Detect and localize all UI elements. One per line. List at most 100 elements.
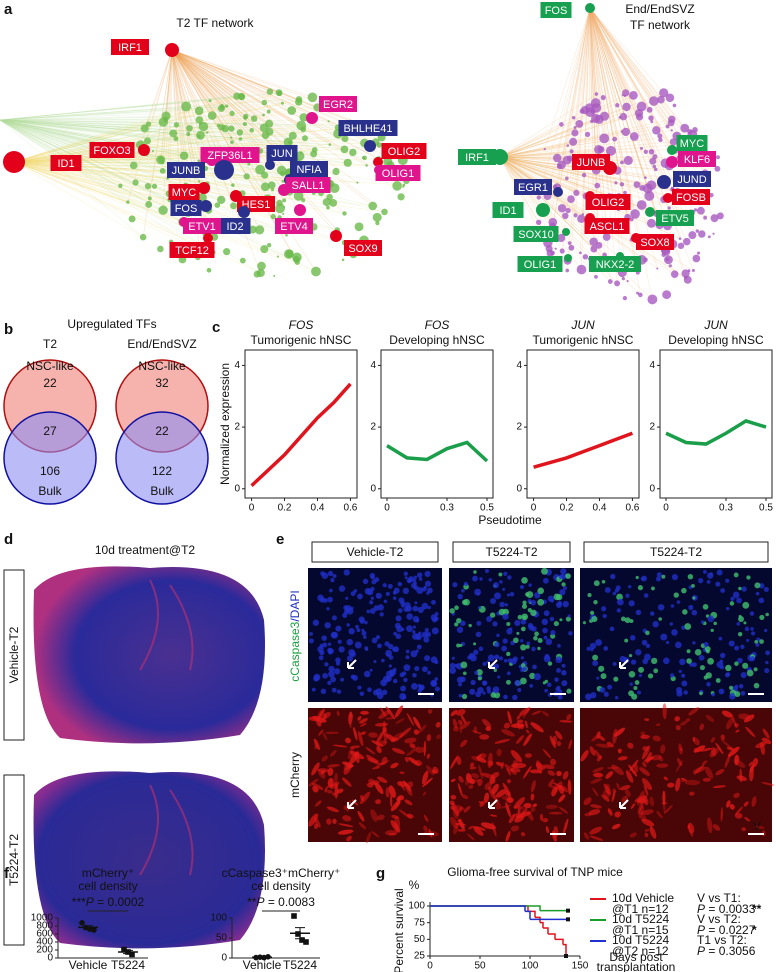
micrograph-texture <box>638 666 644 673</box>
network-node <box>612 136 618 142</box>
y-axis-label: Normalized expression <box>218 363 232 485</box>
data-point <box>121 946 127 953</box>
micrograph-texture <box>706 572 714 579</box>
network-node <box>223 248 231 256</box>
micrograph-texture <box>730 596 735 601</box>
micrograph-texture <box>504 603 509 607</box>
network-edge <box>0 119 269 201</box>
network-node <box>652 126 661 135</box>
micrograph-texture <box>541 567 548 575</box>
micrograph-texture <box>624 638 629 643</box>
micrograph-texture <box>611 823 621 830</box>
micrograph-texture <box>463 598 470 606</box>
micrograph-texture <box>641 815 647 822</box>
network-node <box>326 205 330 210</box>
micrograph-texture <box>549 616 555 622</box>
micrograph-texture <box>530 609 537 617</box>
micrograph-texture <box>367 757 379 763</box>
tf-node <box>214 160 234 180</box>
tf-label-box <box>167 162 205 178</box>
network-node <box>569 137 578 146</box>
network-node <box>247 162 251 166</box>
micrograph-texture <box>407 579 411 583</box>
network-node <box>584 131 591 138</box>
tf-label-box <box>168 184 200 200</box>
network-edge <box>0 119 183 223</box>
data-point <box>79 920 85 926</box>
network-edge <box>0 119 249 149</box>
network-node <box>293 190 304 201</box>
micrograph-texture <box>642 778 652 791</box>
network-title: End/EndSVZ <box>625 2 694 16</box>
network-edge <box>547 7 591 197</box>
micrograph-texture <box>532 664 537 670</box>
x-tick-label: Vehicle <box>243 958 282 972</box>
network-node <box>283 137 293 147</box>
micrograph-texture <box>477 606 481 610</box>
micrograph-texture <box>388 833 397 836</box>
micrograph-texture <box>686 649 691 654</box>
micrograph-texture <box>451 656 455 660</box>
network-edge <box>13 161 298 263</box>
network-edge <box>171 49 358 183</box>
tf-node <box>562 228 570 236</box>
p-text: = 0.0083 <box>264 895 315 909</box>
micrograph-texture <box>323 711 331 719</box>
micrograph-texture <box>633 763 639 773</box>
network-edge <box>0 119 391 166</box>
network-edge <box>589 7 599 150</box>
micrograph-texture <box>375 799 382 805</box>
network-node <box>594 274 598 279</box>
network-edge <box>0 119 367 166</box>
network-edge <box>13 118 255 163</box>
micrograph-texture <box>399 771 405 775</box>
y-tick-label: 2 <box>370 422 376 433</box>
micrograph-texture <box>758 597 765 604</box>
micrograph-texture <box>595 743 611 748</box>
micrograph-texture <box>472 575 478 582</box>
network-node <box>151 183 158 189</box>
network-node <box>668 115 676 124</box>
tf-label: SOX8 <box>640 237 669 249</box>
network-node <box>173 122 180 128</box>
micrograph-texture <box>468 623 472 628</box>
panel-title: Upregulated TFs <box>67 317 156 331</box>
micrograph-texture <box>495 789 507 798</box>
micrograph-texture <box>545 826 549 834</box>
x-tick-label: 150 <box>572 961 589 972</box>
network-edge <box>499 118 672 158</box>
micrograph-texture <box>665 640 670 645</box>
network-edge <box>162 49 173 171</box>
micrograph-texture <box>547 595 554 602</box>
network-edge <box>13 119 166 163</box>
network-edge <box>171 49 277 157</box>
micrograph-texture <box>598 665 605 672</box>
network-node <box>658 137 663 143</box>
micrograph-texture <box>510 749 523 763</box>
micrograph-texture <box>457 719 463 725</box>
micrograph-texture <box>473 826 484 836</box>
micrograph-texture <box>706 580 711 584</box>
y-tick-label: 800 <box>36 921 53 932</box>
micrograph-texture <box>322 732 328 741</box>
network-edge <box>13 100 211 163</box>
network-node <box>599 133 610 144</box>
micrograph-texture <box>699 665 705 671</box>
network-node <box>696 206 705 215</box>
network-node <box>582 254 589 260</box>
network-edge <box>171 49 318 108</box>
p-symbol: P <box>256 895 264 909</box>
tf-label-box <box>375 165 421 181</box>
network-edge <box>171 49 367 166</box>
network-edge <box>538 7 591 198</box>
p-symbol: P <box>697 944 705 958</box>
network-edge <box>13 161 297 260</box>
micrograph-texture <box>350 651 356 657</box>
micrograph-texture <box>411 683 418 690</box>
network-edge <box>171 49 300 157</box>
tf-label-box <box>111 39 149 55</box>
network-node <box>681 269 690 278</box>
network-edge <box>171 49 242 97</box>
network-node <box>636 291 640 295</box>
network-edge <box>499 122 672 158</box>
